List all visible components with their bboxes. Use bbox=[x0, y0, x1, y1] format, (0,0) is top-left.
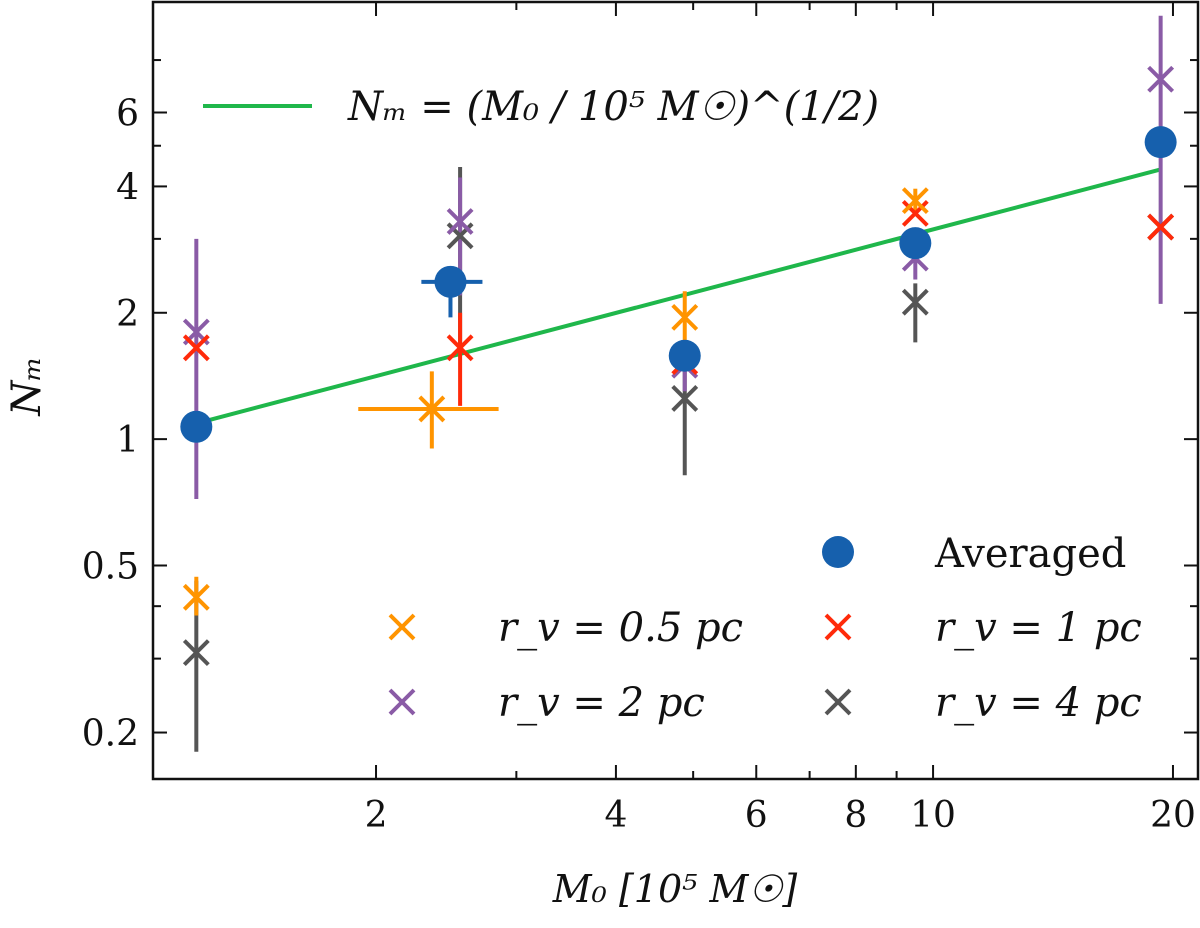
marker-stroke bbox=[182, 334, 210, 362]
data-point-r-v-2-pc bbox=[446, 208, 474, 235]
marker-stroke bbox=[901, 187, 929, 215]
data-point-r-v-1-pc bbox=[901, 199, 929, 227]
y-tick-label: 4 bbox=[116, 167, 139, 208]
marker-stroke bbox=[446, 334, 474, 362]
marker-stroke bbox=[182, 639, 210, 667]
data-point-r-v-0-5-pc bbox=[901, 187, 929, 215]
data-marks bbox=[180, 15, 1177, 752]
x-tick-label: 10 bbox=[910, 795, 956, 836]
data-point-averaged bbox=[899, 227, 932, 260]
x-tick-label: 2 bbox=[365, 795, 388, 836]
legend-label: r_v = 0.5 pc bbox=[498, 605, 743, 651]
x-tick-label: 4 bbox=[604, 795, 627, 836]
legend-averaged-label: Averaged bbox=[934, 531, 1126, 577]
legend-fit-label: Nₘ = (M₀ / 10⁵ M☉)^(1/2) bbox=[347, 84, 879, 130]
data-point-r-v-2-pc bbox=[1147, 65, 1175, 93]
legend-marker bbox=[824, 688, 852, 716]
data-point-r-v-1-pc bbox=[182, 334, 210, 362]
axis-ticks bbox=[153, 2, 1198, 779]
marker-stroke bbox=[671, 303, 699, 331]
marker-stroke bbox=[1147, 65, 1175, 93]
marker-stroke bbox=[446, 208, 474, 235]
legend-label: r_v = 2 pc bbox=[498, 680, 705, 726]
marker-stroke bbox=[824, 688, 852, 716]
marker-stroke bbox=[901, 288, 929, 316]
y-tick-label: 1 bbox=[116, 420, 139, 461]
data-point-r-v-0-5-pc bbox=[671, 303, 699, 331]
data-point-r-v-1-pc bbox=[446, 334, 474, 362]
legend-label: r_v = 4 pc bbox=[935, 680, 1142, 726]
legend-marker bbox=[824, 613, 852, 641]
x-tick-label: 20 bbox=[1150, 795, 1196, 836]
data-point-r-v-4-pc bbox=[901, 288, 929, 316]
y-tick-label: 2 bbox=[116, 294, 139, 335]
legend-marker bbox=[388, 688, 416, 716]
data-point-averaged bbox=[668, 339, 701, 372]
plot-border bbox=[151, 0, 1200, 781]
legend-averaged-marker bbox=[822, 536, 854, 568]
legend-marker bbox=[388, 613, 416, 641]
y-axis-label: Nₘ bbox=[4, 356, 50, 417]
marker-stroke bbox=[388, 688, 416, 716]
plot-frame bbox=[151, 0, 1200, 781]
marker-stroke bbox=[418, 395, 446, 423]
data-point-r-v-4-pc bbox=[671, 385, 699, 412]
marker-stroke bbox=[388, 613, 416, 641]
x-tick-label: 8 bbox=[844, 795, 867, 836]
marker-stroke bbox=[1147, 213, 1175, 241]
y-tick-label: 0.2 bbox=[82, 714, 139, 755]
legend: Nₘ = (M₀ / 10⁵ M☉)^(1/2) Averaged r_v = 0.… bbox=[203, 84, 1142, 726]
data-point-r-v-1-pc bbox=[1147, 213, 1175, 241]
data-point-r-v-0-5-pc bbox=[418, 395, 446, 423]
marker-stroke bbox=[671, 385, 699, 412]
data-point-averaged bbox=[180, 410, 213, 443]
x-tick-label: 6 bbox=[745, 795, 768, 836]
data-point-r-v-0-5-pc bbox=[182, 583, 210, 611]
data-point-averaged bbox=[1144, 126, 1177, 159]
fit-line bbox=[195, 167, 1162, 426]
x-axis-label: M₀ [10⁵ M☉] bbox=[552, 867, 798, 911]
y-tick-label: 6 bbox=[116, 93, 139, 134]
data-point-r-v-4-pc bbox=[182, 639, 210, 667]
legend-label: r_v = 1 pc bbox=[935, 605, 1142, 651]
marker-stroke bbox=[182, 583, 210, 611]
data-point-averaged bbox=[434, 265, 467, 298]
marker-stroke bbox=[901, 199, 929, 227]
marker-stroke bbox=[824, 613, 852, 641]
fit-line-group bbox=[195, 167, 1162, 426]
y-tick-label: 0.5 bbox=[82, 546, 139, 587]
tick-labels: 2 4 6 8 10 20 0.2 0.5 1 2 4 6 bbox=[82, 93, 1196, 836]
